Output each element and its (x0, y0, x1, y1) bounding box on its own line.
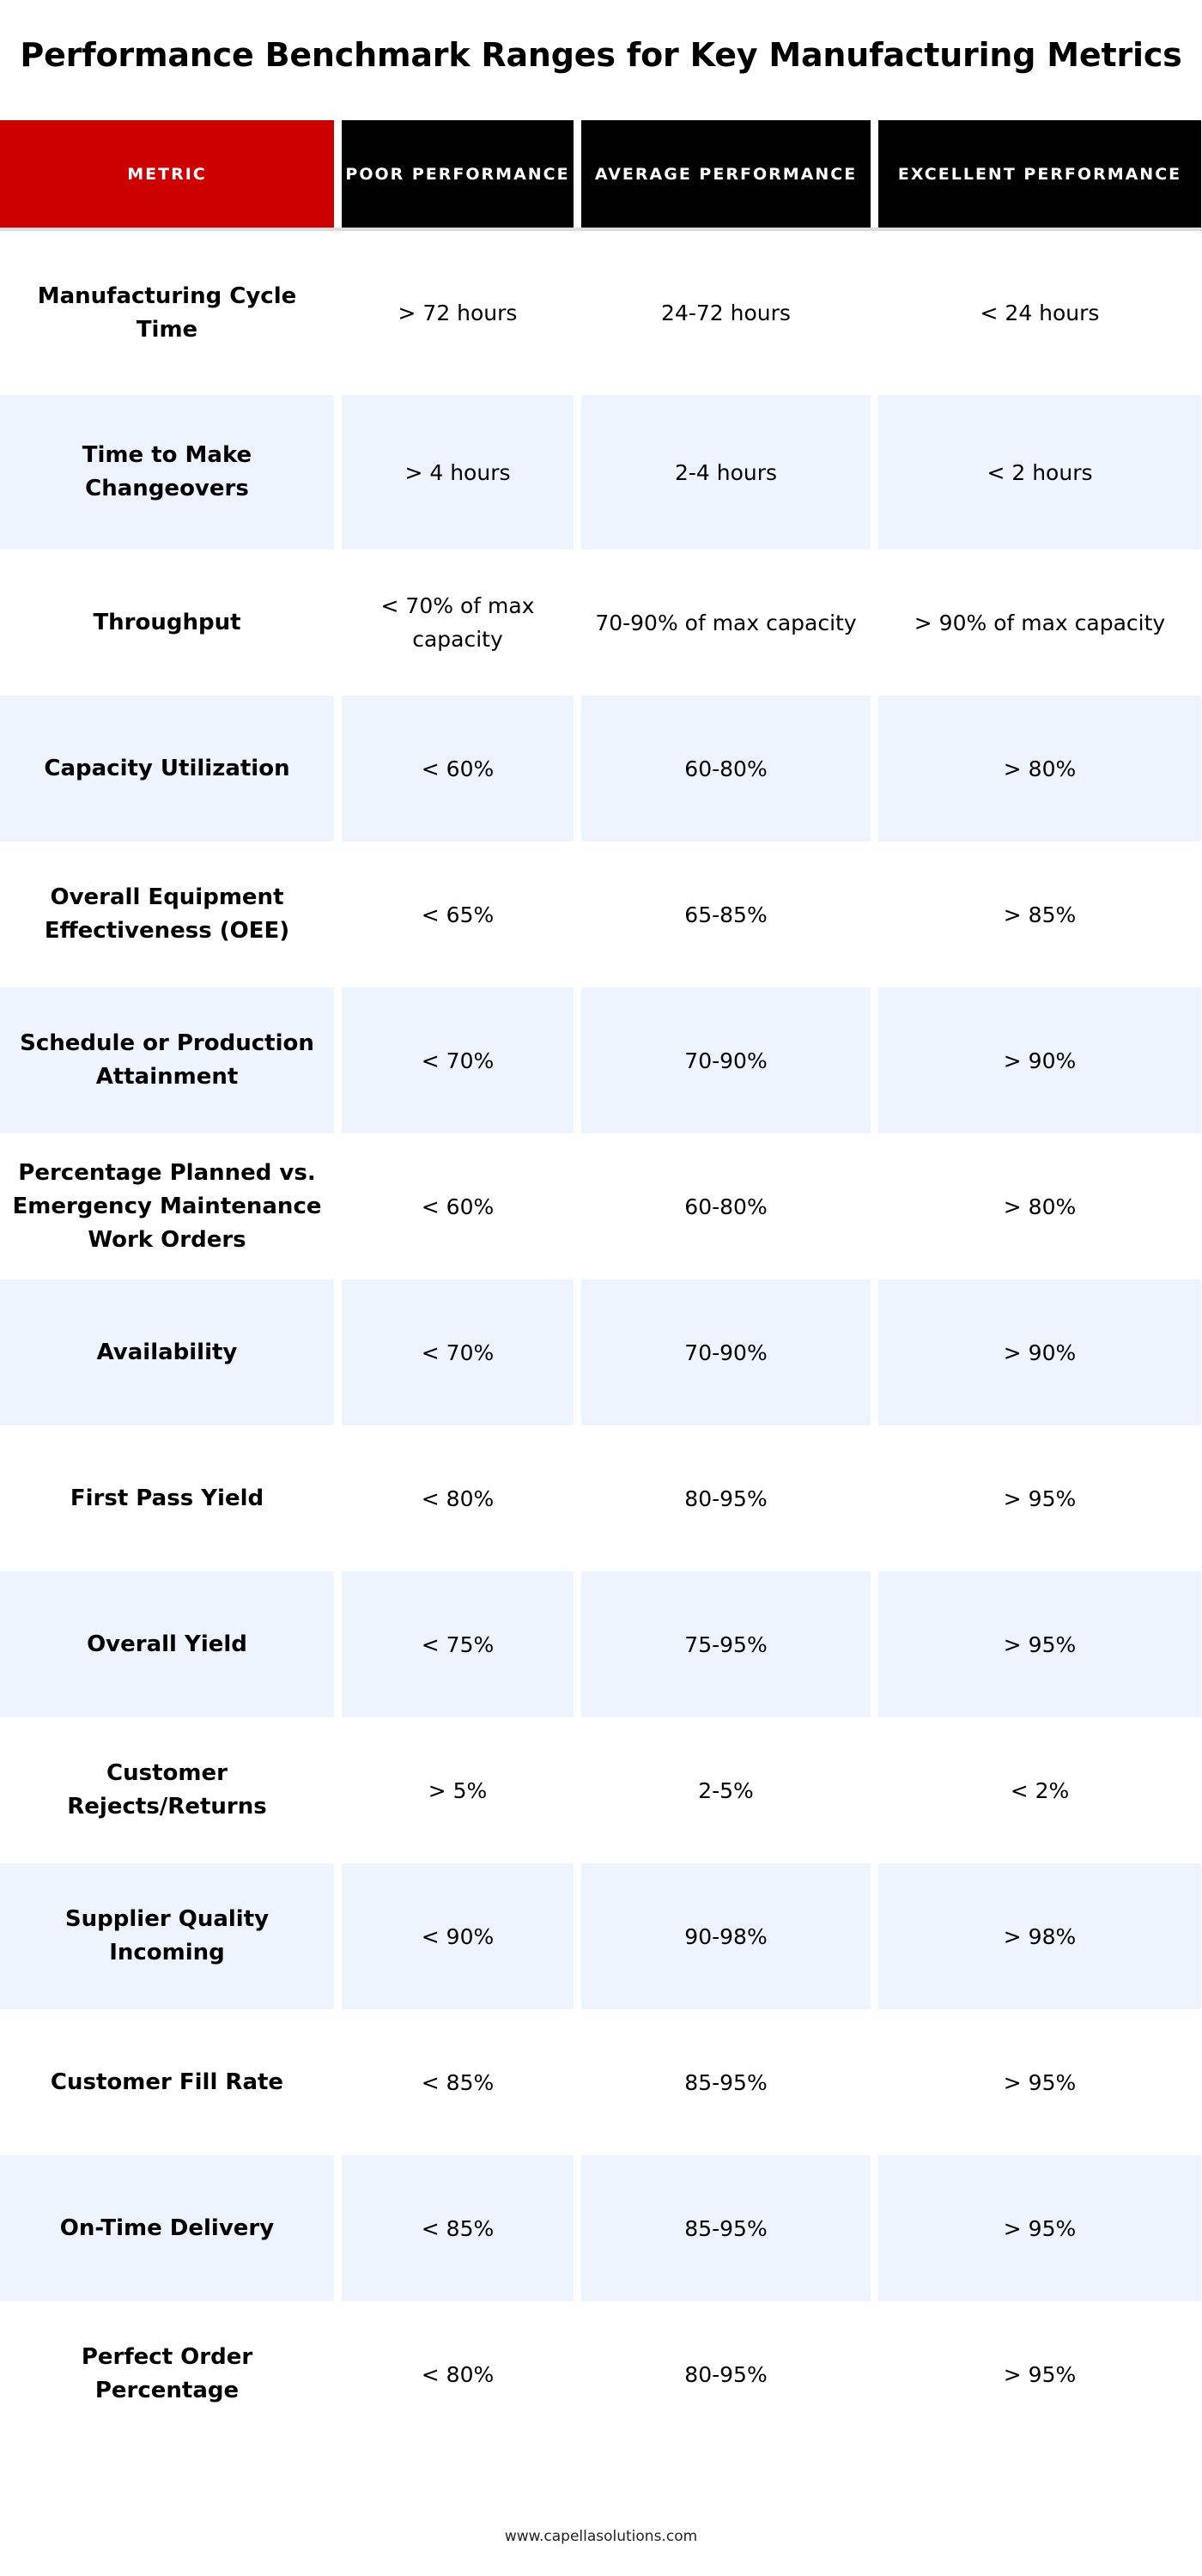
header-poor-performance: POOR PERFORMANCE (342, 120, 574, 228)
excellent-value-cell: > 85% (1003, 902, 1077, 927)
poor-value-cell: < 60% (421, 1194, 495, 1219)
excellent-value-cell: > 80% (1003, 1194, 1077, 1219)
poor-value-cell: < 70% of max capacity (380, 593, 535, 652)
metric-name-cell: Percentage Planned vs. Emergency Mainten… (12, 1159, 322, 1253)
average-value-cell: 70-90% (581, 1279, 871, 1425)
header-metric: METRIC (0, 120, 334, 228)
excellent-value-cell: > 98% (878, 1863, 1201, 2009)
excellent-value-cell: > 90% (878, 1279, 1201, 1425)
table-row: Perfect Order Percentage < 80% 80-95% > … (0, 2301, 1202, 2447)
metric-name-cell: Customer Fill Rate (50, 2069, 284, 2095)
table-body: Manufacturing Cycle Time > 72 hours 24-7… (0, 231, 1202, 2447)
metric-name-cell: Availability (0, 1279, 334, 1425)
metric-name-cell: Schedule or Production Attainment (0, 987, 334, 1133)
average-value-cell: 2-4 hours (581, 395, 871, 550)
poor-value-cell: < 80% (421, 2361, 495, 2387)
poor-value-cell: > 72 hours (398, 301, 518, 325)
poor-value-cell: > 5% (428, 1777, 488, 1803)
excellent-value-cell: < 2 hours (878, 395, 1201, 550)
average-value-cell: 65-85% (684, 902, 768, 927)
table-row: Customer Fill Rate < 85% 85-95% > 95% (0, 2009, 1202, 2155)
metric-name-cell: Capacity Utilization (0, 696, 334, 841)
poor-value-cell: < 85% (421, 2069, 495, 2095)
poor-value-cell: < 75% (342, 1571, 574, 1717)
table-row: Capacity Utilization < 60% 60-80% > 80% (0, 696, 1202, 841)
poor-value-cell: < 90% (342, 1863, 574, 2009)
excellent-value-cell: < 24 hours (980, 301, 1100, 325)
metric-name-cell: On-Time Delivery (0, 2155, 334, 2301)
poor-value-cell: < 70% (342, 987, 574, 1133)
metric-name-cell: Manufacturing Cycle Time (37, 283, 297, 343)
average-value-cell: 60-80% (581, 696, 871, 841)
metric-name-cell: Overall Yield (0, 1571, 334, 1717)
table-row: On-Time Delivery < 85% 85-95% > 95% (0, 2155, 1202, 2301)
poor-value-cell: < 80% (421, 1485, 495, 1511)
excellent-value-cell: < 2% (1010, 1777, 1070, 1803)
table-header-row: METRIC POOR PERFORMANCE AVERAGE PERFORMA… (0, 120, 1202, 228)
poor-value-cell: < 70% (342, 1279, 574, 1425)
excellent-value-cell: > 90% of max capacity (914, 610, 1166, 635)
average-value-cell: 70-90% (581, 987, 871, 1133)
excellent-value-cell: > 90% (878, 987, 1201, 1133)
excellent-value-cell: > 95% (1003, 2069, 1077, 2095)
table-row: First Pass Yield < 80% 80-95% > 95% (0, 1425, 1202, 1571)
metric-name-cell: Perfect Order Percentage (81, 2344, 253, 2403)
table-row: Percentage Planned vs. Emergency Mainten… (0, 1133, 1202, 1279)
table-row: Supplier Quality Incoming < 90% 90-98% >… (0, 1863, 1202, 2009)
average-value-cell: 80-95% (684, 2361, 768, 2387)
poor-value-cell: > 4 hours (342, 395, 574, 550)
excellent-value-cell: > 95% (878, 1571, 1201, 1717)
average-value-cell: 2-5% (698, 1777, 754, 1803)
poor-value-cell: < 85% (342, 2155, 574, 2301)
metric-name-cell: Customer Rejects/Returns (67, 1760, 267, 1820)
average-value-cell: 85-95% (581, 2155, 871, 2301)
benchmark-table: METRIC POOR PERFORMANCE AVERAGE PERFORMA… (0, 120, 1202, 2447)
header-average-performance: AVERAGE PERFORMANCE (581, 120, 871, 228)
average-value-cell: 60-80% (684, 1194, 768, 1219)
header-divider (0, 228, 1202, 231)
footer-website: www.capellasolutions.com (504, 2528, 698, 2545)
table-row: Schedule or Production Attainment < 70% … (0, 987, 1202, 1133)
metric-name-cell: Time to Make Changeovers (0, 395, 334, 550)
table-row: Manufacturing Cycle Time > 72 hours 24-7… (0, 231, 1202, 395)
table-row: Overall Equipment Effectiveness (OEE) < … (0, 841, 1202, 987)
excellent-value-cell: > 95% (878, 2155, 1201, 2301)
table-row: Overall Yield < 75% 75-95% > 95% (0, 1571, 1202, 1717)
header-excellent-performance: EXCELLENT PERFORMANCE (878, 120, 1201, 228)
poor-value-cell: < 60% (342, 696, 574, 841)
average-value-cell: 85-95% (684, 2069, 768, 2095)
table-row: Throughput < 70% of max capacity 70-90% … (0, 550, 1202, 696)
table-row: Time to Make Changeovers > 4 hours 2-4 h… (0, 395, 1202, 550)
average-value-cell: 80-95% (684, 1485, 768, 1511)
average-value-cell: 70-90% of max capacity (595, 610, 857, 635)
page-title: Performance Benchmark Ranges for Key Man… (20, 36, 1182, 74)
average-value-cell: 24-72 hours (661, 301, 791, 325)
poor-value-cell: < 65% (421, 902, 495, 927)
excellent-value-cell: > 95% (1003, 2361, 1077, 2387)
table-row: Availability < 70% 70-90% > 90% (0, 1279, 1202, 1425)
excellent-value-cell: > 80% (878, 696, 1201, 841)
table-row: Customer Rejects/Returns > 5% 2-5% < 2% (0, 1717, 1202, 1863)
metric-name-cell: Overall Equipment Effectiveness (OEE) (44, 884, 290, 944)
excellent-value-cell: > 95% (1003, 1485, 1077, 1511)
metric-name-cell: Supplier Quality Incoming (0, 1863, 334, 2009)
metric-name-cell: Throughput (93, 609, 241, 635)
metric-name-cell: First Pass Yield (70, 1485, 264, 1511)
average-value-cell: 75-95% (581, 1571, 871, 1717)
average-value-cell: 90-98% (581, 1863, 871, 2009)
